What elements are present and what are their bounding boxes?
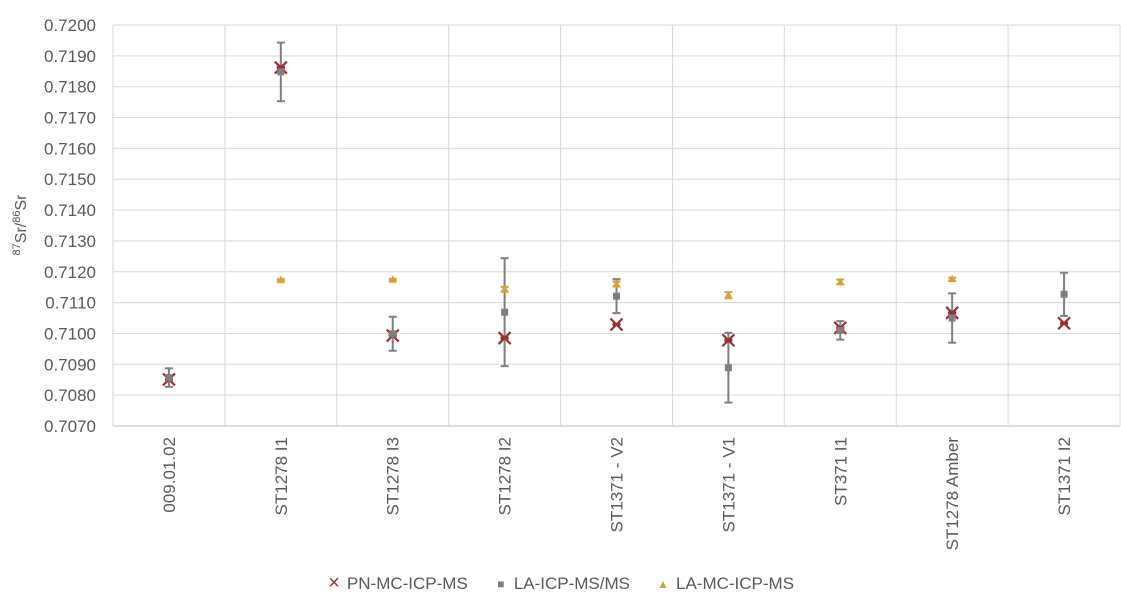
y-tick-label: 0.7140 [44, 201, 96, 220]
x-marker-stroke [497, 331, 512, 345]
data-point-pn-mc-icp-ms [274, 60, 288, 75]
data-point-la-icp-ms-ms [836, 326, 844, 334]
x-marker-stroke [945, 306, 959, 320]
y-tick-label: 0.7130 [44, 232, 96, 251]
data-point-la-mc-icp-ms [388, 275, 397, 283]
x-tick-label: ST1371 - V1 [719, 437, 738, 532]
x-marker-stroke [609, 317, 624, 332]
y-tick-label: 0.7150 [44, 170, 96, 189]
data-point-la-mc-icp-ms [276, 275, 285, 284]
x-tick-label: ST1371 - V2 [608, 437, 627, 532]
data-markers [162, 60, 1071, 387]
data-point-la-icp-ms-ms [389, 330, 397, 338]
legend-item-la-icp: ■ LA-ICP-MS/MS [494, 572, 630, 595]
data-point-la-icp-ms-ms [613, 292, 620, 300]
y-axis-label: 87Sr/86Sr [11, 194, 30, 256]
x-marker-stroke [721, 333, 736, 348]
square-marker-icon: ■ [497, 576, 505, 591]
data-point-la-icp-ms-ms [277, 68, 285, 76]
legend: × PN-MC-ICP-MS ■ LA-ICP-MS/MS ▲ LA-MC-IC… [0, 572, 1121, 595]
data-point-la-mc-icp-ms [724, 290, 733, 299]
y-tick-label: 0.7070 [44, 417, 96, 436]
y-tick-label: 0.7180 [44, 78, 96, 97]
y-axis-label-part1: Sr/ [13, 222, 30, 243]
x-tick-label: ST371 I1 [831, 437, 850, 506]
data-point-la-icp-ms-ms [165, 374, 173, 382]
legend-label-la-icp: LA-ICP-MS/MS [513, 573, 630, 593]
y-axis-label-part2: Sr [13, 194, 30, 211]
x-marker-stroke [274, 60, 288, 75]
data-point-la-mc-icp-ms [612, 279, 621, 288]
data-point-pn-mc-icp-ms [721, 333, 736, 348]
axes: 0.7070 0.7080 0.7090 0.7100 0.7110 0.7120 0.71… [44, 16, 1074, 550]
data-point-la-icp-ms-ms [948, 314, 956, 322]
data-point-la-mc-icp-ms [948, 274, 957, 283]
data-point-la-mc-icp-ms [500, 284, 509, 293]
data-point-la-mc-icp-ms [836, 277, 845, 285]
y-tick-label: 0.7190 [44, 47, 96, 66]
x-tick-label: ST1278 I2 [496, 437, 515, 515]
x-marker-icon: × [328, 572, 340, 594]
data-point-la-icp-ms-ms [501, 308, 509, 316]
data-point-pn-mc-icp-ms [1057, 316, 1071, 331]
data-point-pn-mc-icp-ms [609, 317, 624, 332]
x-tick-label: ST1278 I3 [384, 437, 403, 515]
y-tick-label: 0.7120 [44, 263, 96, 282]
legend-item-pn: × PN-MC-ICP-MS [327, 572, 468, 595]
x-tick-label: ST1278 I1 [272, 437, 291, 515]
x-tick-label: ST1371 I2 [1055, 437, 1074, 515]
y-tick-label: 0.7160 [44, 139, 96, 158]
y-tick-label: 0.7080 [44, 386, 96, 405]
legend-label-la-mc: LA-MC-ICP-MS [676, 573, 795, 593]
grid [112, 24, 1121, 427]
y-tick-label: 0.7100 [44, 324, 96, 343]
data-point-la-icp-ms-ms [724, 364, 732, 372]
triangle-marker-icon: ▲ [657, 576, 669, 591]
x-tick-label: ST1278 Amber [943, 437, 962, 551]
data-point-la-icp-ms-ms [1060, 290, 1068, 298]
legend-item-la-mc: ▲ LA-MC-ICP-MS [656, 572, 794, 595]
x-tick-label: 009.01.02 [160, 437, 179, 513]
y-axis-label-sup2: 86 [11, 211, 23, 223]
data-point-pn-mc-icp-ms [945, 306, 959, 320]
legend-label-pn: PN-MC-ICP-MS [346, 573, 468, 593]
y-axis-label-sup1: 87 [11, 243, 23, 255]
y-tick-label: 0.7110 [45, 294, 96, 313]
error-bars [164, 41, 1069, 404]
data-point-pn-mc-icp-ms [497, 331, 512, 345]
y-tick-label: 0.7090 [44, 355, 96, 374]
x-marker-stroke [1057, 316, 1071, 331]
y-tick-label: 0.7170 [44, 109, 96, 128]
y-tick-label: 0.7200 [44, 16, 96, 35]
